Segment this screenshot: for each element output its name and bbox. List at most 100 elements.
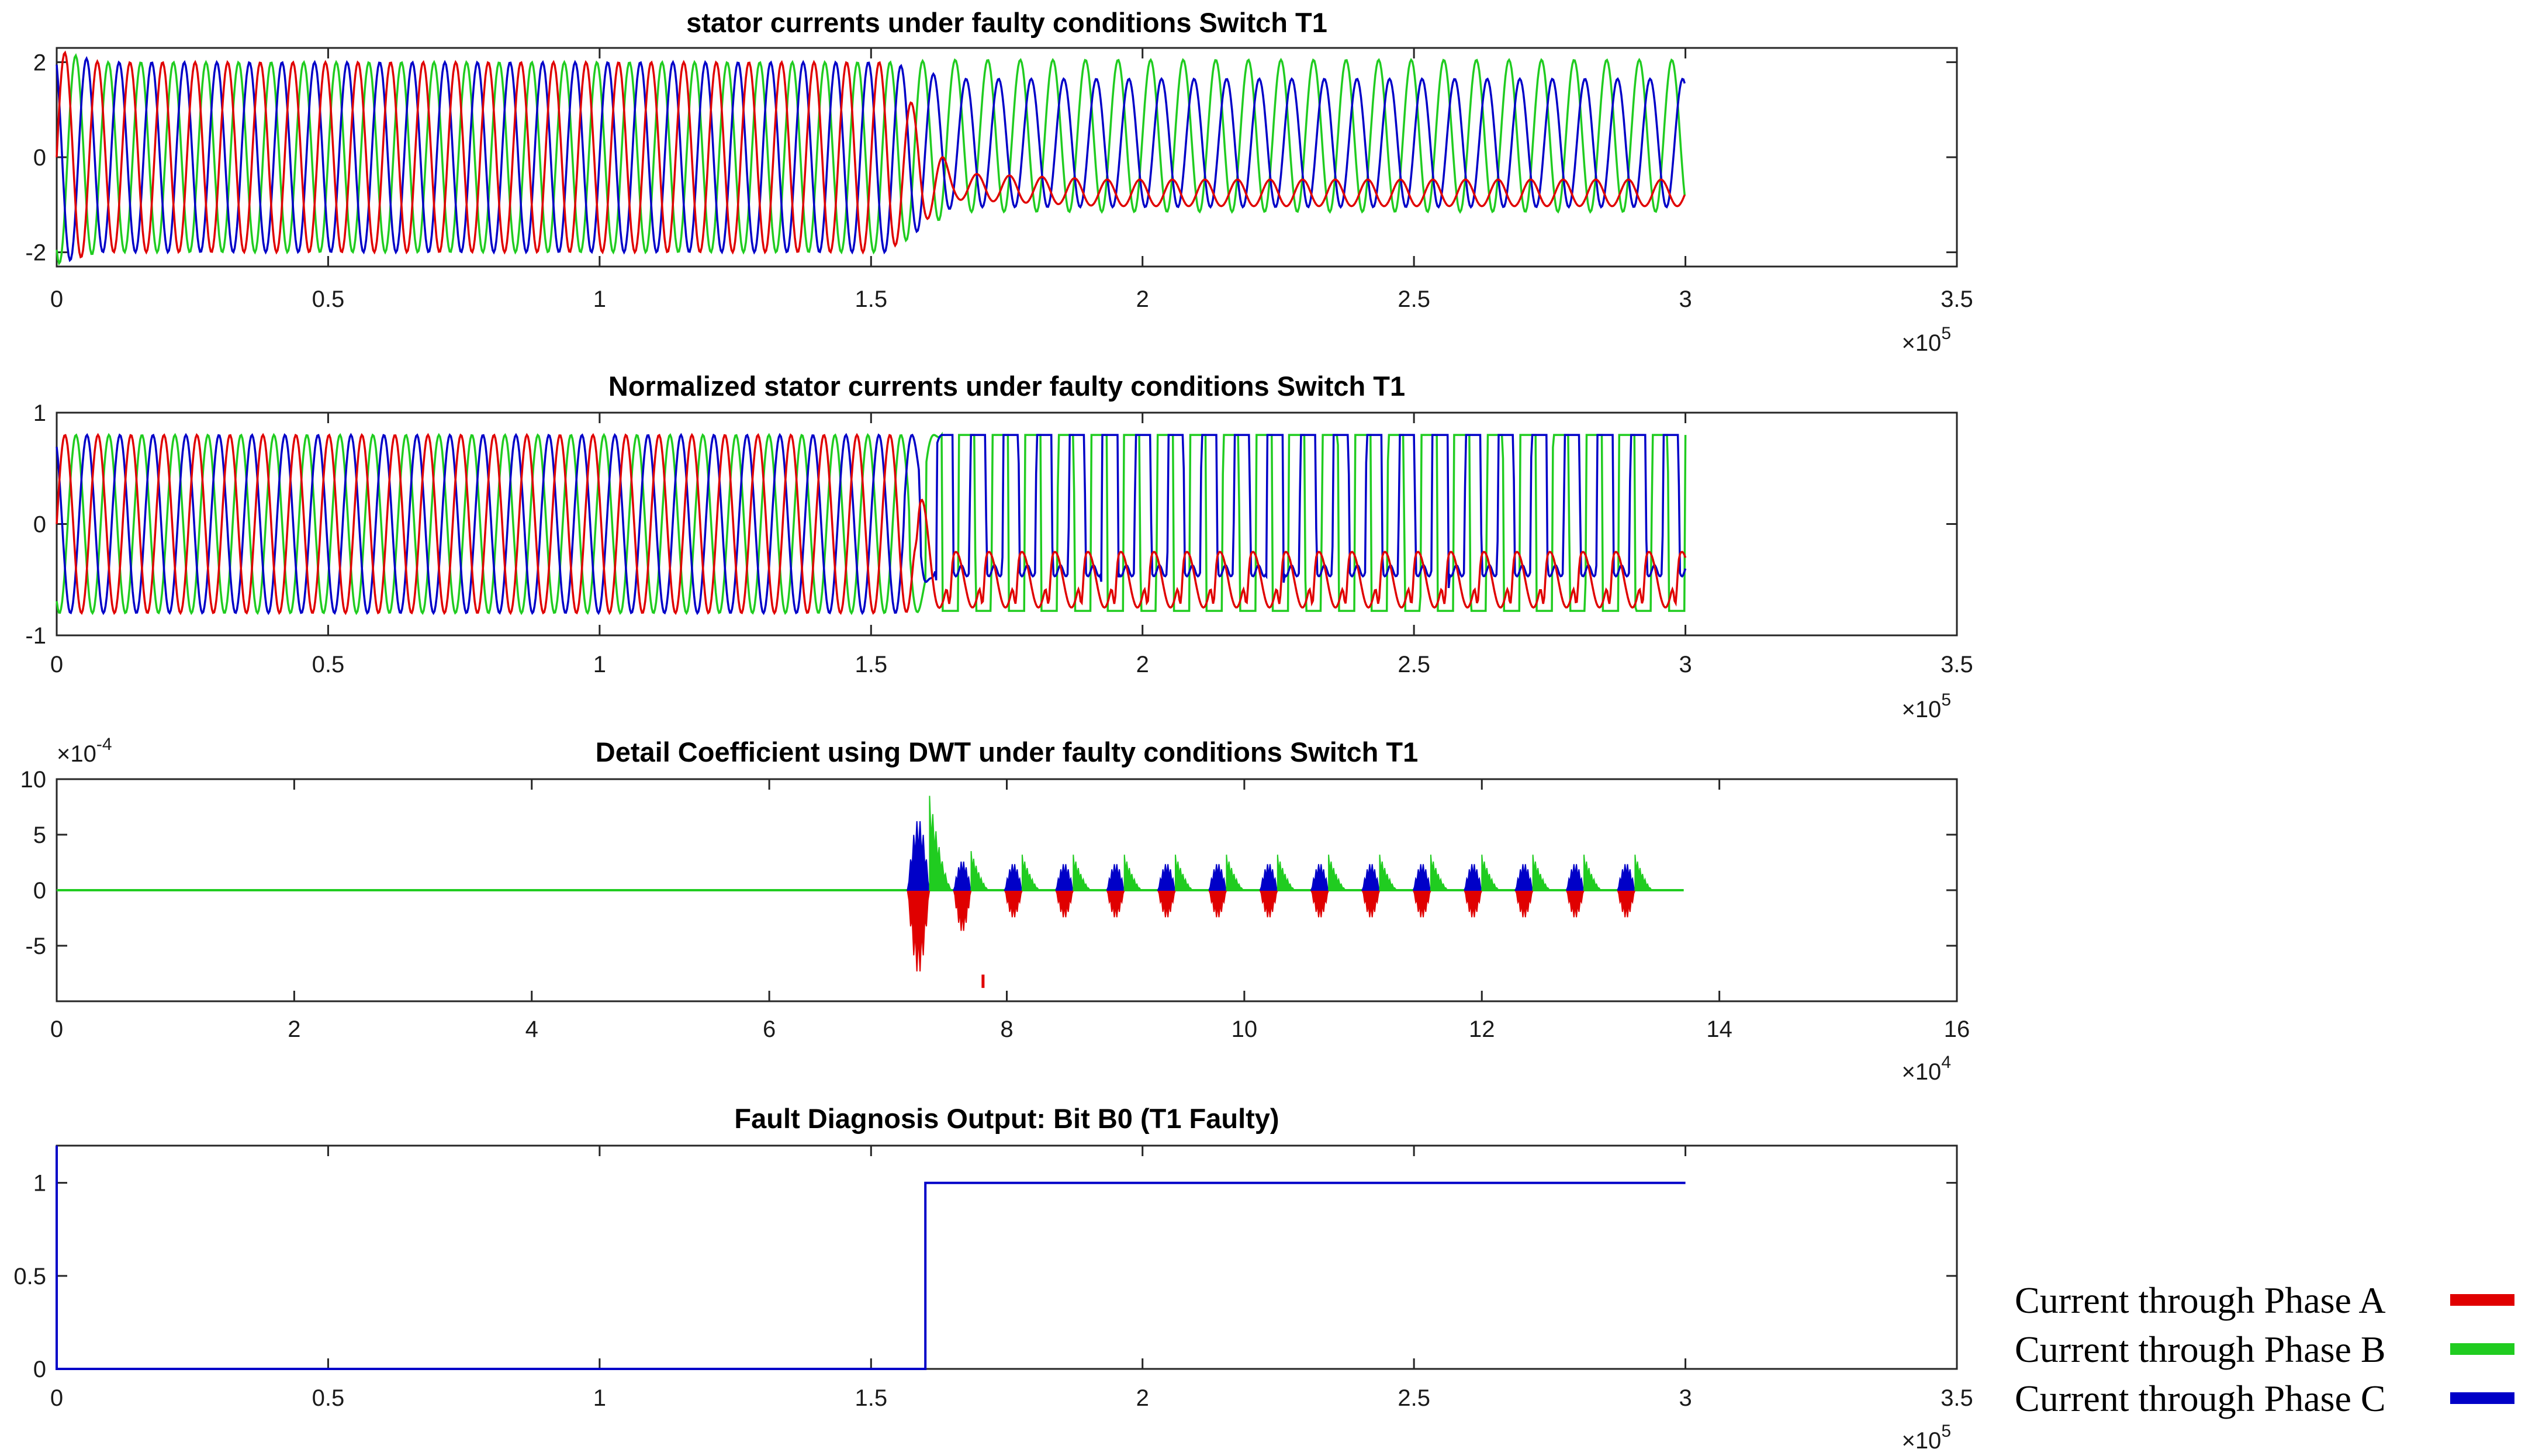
burst-2-phase-a: [1004, 890, 1023, 918]
x-tick-label: 3.5: [1941, 286, 1973, 312]
plot-area-4: [56, 1144, 1958, 1370]
burst-3-phase-c: [1055, 864, 1074, 891]
burst-3-phase-a: [1055, 890, 1074, 918]
series-phase-a: [56, 433, 1687, 615]
x-tick-label: 1.5: [855, 286, 887, 312]
y-tick-label: 1: [33, 1171, 46, 1196]
x-tick-label: 2: [1136, 652, 1149, 677]
burst-10-phase-a: [1412, 890, 1432, 918]
burst-first-phase-b: [929, 796, 953, 891]
burst-12-phase-b: [1532, 855, 1551, 891]
burst-13-phase-c: [1566, 864, 1585, 891]
legend-label: Current through Phase C: [2015, 1378, 2386, 1419]
burst-5-phase-c: [1157, 864, 1176, 891]
burst-3-phase-b: [1073, 855, 1091, 891]
burst-2-phase-c: [1004, 864, 1023, 891]
x-tick-label: 0: [50, 652, 63, 677]
x-multiplier: ×105: [1901, 324, 1951, 356]
chart-title-2: Normalized stator currents under faulty …: [608, 371, 1405, 402]
legend-label: Current through Phase A: [2015, 1279, 2386, 1321]
y-tick-label: -2: [25, 240, 46, 266]
legend-label: Current through Phase B: [2015, 1329, 2386, 1370]
chart-title-4: Fault Diagnosis Output: Bit B0 (T1 Fault…: [734, 1103, 1279, 1134]
x-tick-label: 1.5: [855, 652, 887, 677]
burst-10-phase-b: [1430, 855, 1449, 891]
x-tick-label: 0: [50, 1385, 63, 1411]
burst-7-phase-c: [1259, 864, 1279, 891]
burst-6-phase-b: [1226, 855, 1244, 891]
x-tick-label: 14: [1706, 1016, 1732, 1042]
x-tick-label: 0: [50, 286, 63, 312]
x-tick-label: 0.5: [312, 286, 345, 312]
plot-area-1: [56, 47, 1958, 268]
burst-2-phase-b: [1021, 855, 1040, 891]
x-tick-label: 16: [1944, 1016, 1970, 1042]
legend-entry-a: Current through Phase A: [2015, 1279, 2514, 1321]
burst-14-phase-b: [1634, 855, 1653, 891]
plot-area-2: [56, 411, 1958, 637]
burst-1-phase-c: [953, 861, 972, 891]
y-tick-label: 0: [33, 512, 46, 538]
x-tick-label: 2: [288, 1016, 300, 1042]
y-tick-label: 0: [33, 878, 46, 904]
x-tick-label: 1.5: [855, 1385, 887, 1411]
burst-12-phase-a: [1514, 890, 1534, 918]
burst-8-phase-c: [1310, 864, 1330, 891]
burst-13-phase-a: [1566, 890, 1585, 918]
y-tick-label: 10: [20, 767, 47, 793]
y-tick-label: 2: [33, 50, 46, 75]
series-phase-b: [56, 53, 1686, 266]
x-tick-label: 10: [1232, 1016, 1258, 1042]
series-phase-a: [56, 50, 1686, 259]
x-tick-label: 3: [1679, 652, 1692, 677]
chart-title-3: Detail Coefficient using DWT under fault…: [596, 736, 1418, 767]
burst-9-phase-a: [1361, 890, 1381, 918]
burst-1-phase-b: [970, 851, 989, 891]
chart-title-1: stator currents under faulty conditions …: [686, 7, 1327, 38]
x-multiplier: ×104: [1901, 1053, 1951, 1085]
burst-11-phase-b: [1481, 855, 1500, 891]
burst-14-phase-a: [1617, 890, 1636, 918]
burst-6-phase-a: [1208, 890, 1227, 918]
x-tick-label: 2: [1136, 1385, 1149, 1411]
burst-11-phase-a: [1464, 890, 1483, 918]
burst-8-phase-b: [1328, 855, 1347, 891]
legend-entry-c: Current through Phase C: [2015, 1378, 2514, 1419]
burst-4-phase-b: [1123, 855, 1143, 891]
y-tick-label: 0: [33, 1357, 46, 1382]
legend-swatch: [2450, 1392, 2514, 1404]
legend-entry-b: Current through Phase B: [2015, 1329, 2514, 1370]
burst-9-phase-b: [1379, 855, 1398, 891]
x-multiplier: ×105: [1901, 1422, 1951, 1454]
x-tick-label: 1: [593, 286, 606, 312]
series-output-b0: [56, 1146, 1686, 1370]
y-tick-label: 5: [33, 822, 46, 848]
burst-first-phase-c: [907, 821, 931, 891]
x-tick-label: 8: [1000, 1016, 1013, 1042]
burst-11-phase-c: [1464, 864, 1483, 891]
burst-4-phase-c: [1106, 864, 1126, 891]
y-tick-label: 0: [33, 145, 46, 171]
legend-swatch: [2450, 1294, 2514, 1306]
y-tick-label: -5: [25, 933, 46, 959]
burst-9-phase-c: [1361, 864, 1381, 891]
x-tick-label: 3: [1679, 286, 1692, 312]
legend: Current through Phase A Current through P…: [2015, 1279, 2514, 1419]
x-tick-label: 6: [763, 1016, 776, 1042]
x-tick-label: 2.5: [1398, 652, 1430, 677]
panel-4: 0 0.5 1 1.5 2 2.5 3 3.5 0 0.5 1 ×105 Fault Diagnosis…: [13, 1103, 1973, 1454]
burst-7-phase-a: [1259, 890, 1279, 918]
x-tick-label: 0.5: [312, 652, 345, 677]
x-tick-label: 0.5: [312, 1385, 345, 1411]
x-tick-label: 12: [1469, 1016, 1495, 1042]
burst-14-phase-c: [1617, 864, 1636, 891]
x-tick-label: 2: [1136, 286, 1149, 312]
x-tick-label: 1: [593, 652, 606, 677]
legend-swatch: [2450, 1343, 2514, 1355]
panel-3: 0 2 4 6 8 10 12 14 16 10 5 0 -5 ×104 Detail Coefficien…: [20, 735, 1970, 1085]
x-tick-label: 3.5: [1941, 1385, 1973, 1411]
x-tick-label: 2.5: [1398, 286, 1430, 312]
burst-7-phase-b: [1277, 855, 1296, 891]
